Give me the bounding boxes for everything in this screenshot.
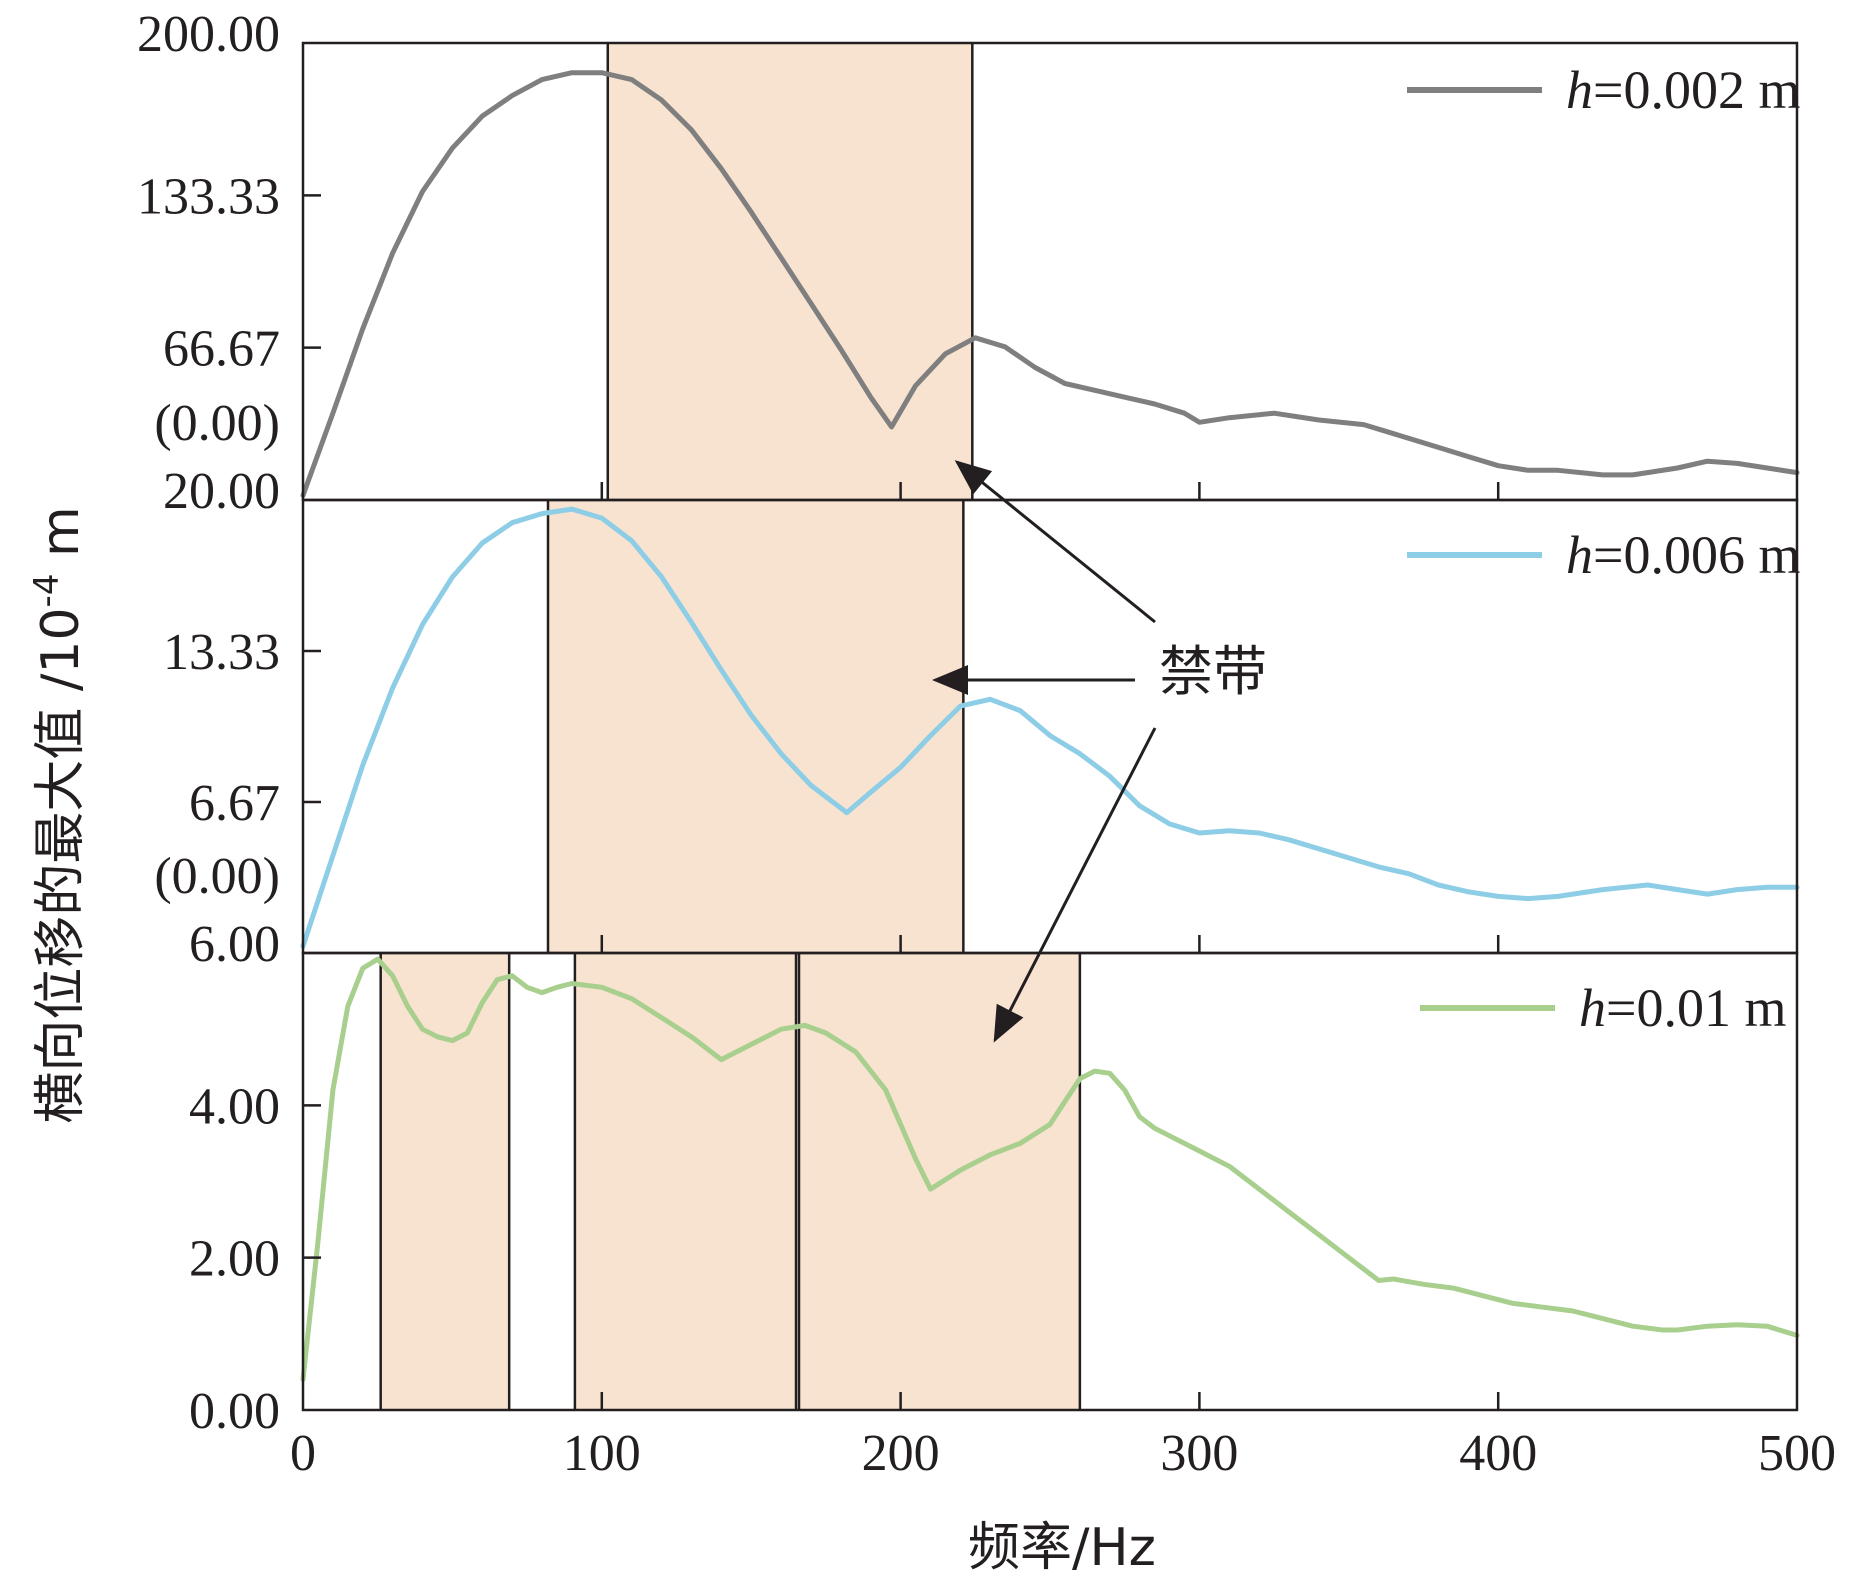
y-tick-label-1-3: 200.00 — [137, 6, 280, 63]
series-line-3 — [300, 956, 1800, 1382]
band-gap-annotation: 禁带 — [932, 460, 1267, 1043]
band-gap-label: 禁带 — [1159, 640, 1267, 703]
x-tick-label-4: 400 — [1459, 1425, 1537, 1482]
y-tick-label-3-0: 0.00 — [189, 1383, 280, 1440]
y-tick-label-2-1: 6.67 — [189, 775, 280, 832]
y-tick-label-1-2: 133.33 — [137, 168, 280, 225]
legend-label-1: h=0.002 m — [1566, 60, 1800, 120]
y-tick-label-2-3: 20.00 — [163, 463, 280, 520]
series-line-1 — [300, 70, 1800, 498]
y-tick-label-3-2: 4.00 — [189, 1078, 280, 1135]
x-tick-label-2: 200 — [862, 1425, 940, 1482]
x-tick-label-1: 100 — [563, 1425, 641, 1482]
series-line-2 — [300, 506, 1800, 949]
tick-labels-layer: (0.00) 66.67 133.33 200.00 (0.00) 6.67 13.33 20… — [137, 6, 1836, 1482]
x-tick-label-5: 500 — [1758, 1425, 1836, 1482]
axes-layer — [301, 41, 1799, 1412]
series-layer — [300, 70, 1800, 1382]
panel-frame-3 — [301, 951, 1799, 1412]
y-axis-title-main: 横向位移的最大值 /10 — [31, 607, 91, 1123]
band-gap-region-3-1 — [380, 953, 510, 1410]
x-axis-title: 频率/Hz — [968, 1518, 1156, 1578]
y-tick-label-1-0: (0.00) — [154, 395, 280, 452]
y-axis-title: 横向位移的最大值 /10-4 m — [27, 506, 91, 1123]
arrow-to-band-3 — [993, 727, 1157, 1043]
y-tick-label-3-1: 2.00 — [189, 1231, 280, 1288]
y-tick-label-2-0: (0.00) — [154, 848, 280, 905]
legend-layer: h=0.002 m h=0.006 m h=0.01 m — [1407, 60, 1800, 1038]
x-tick-label-3: 300 — [1160, 1425, 1238, 1482]
y-tick-label-2-2: 13.33 — [163, 624, 280, 681]
y-axis-title-unit: m — [31, 506, 91, 573]
y-tick-label-1-1: 66.67 — [163, 321, 280, 378]
y-tick-label-3-3: 6.00 — [189, 916, 280, 973]
arrow-to-band-1 — [954, 460, 1156, 624]
band-gap-region-2-1 — [548, 500, 964, 953]
band-gap-region-3-2 — [574, 953, 797, 1410]
legend-label-2: h=0.006 m — [1566, 525, 1800, 585]
legend-label-3: h=0.01 m — [1579, 978, 1786, 1038]
x-tick-label-0: 0 — [290, 1425, 316, 1482]
band-gap-layer — [379, 43, 1082, 1410]
y-axis-title-exponent: -4 — [27, 574, 67, 608]
